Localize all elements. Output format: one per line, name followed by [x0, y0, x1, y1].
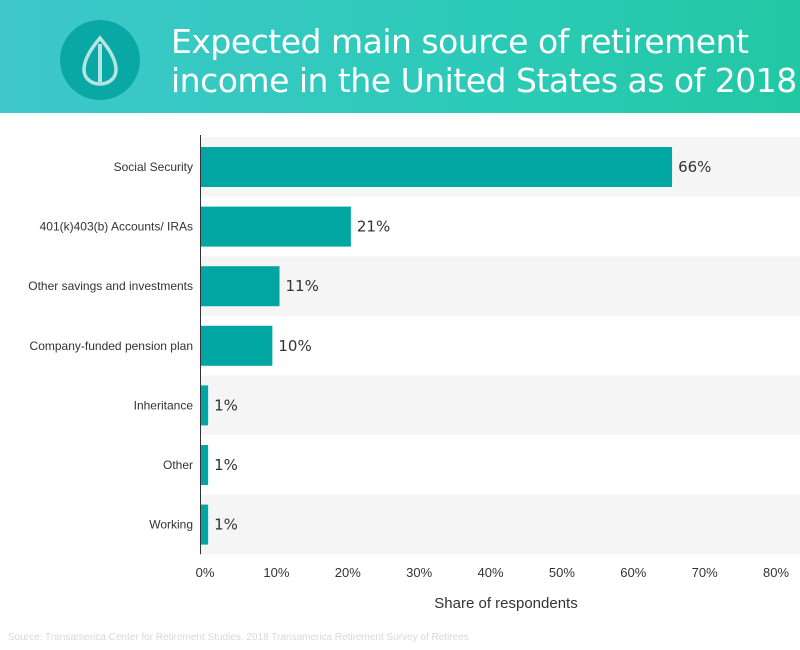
bar [201, 266, 280, 307]
data-label: 1% [214, 456, 238, 474]
data-label: 10% [278, 337, 311, 355]
row-band [201, 494, 800, 555]
data-label: 11% [286, 277, 319, 295]
bar [201, 504, 209, 545]
leaf-drop-icon [60, 20, 140, 100]
x-tick-label: 70% [692, 565, 718, 580]
bar [201, 325, 273, 366]
row-band [201, 256, 800, 316]
x-tick-label: 10% [263, 565, 289, 580]
source-note: Source: Transamerica Center for Retireme… [8, 632, 469, 643]
bar [201, 445, 209, 485]
title-line-1: Expected main source of retirement [171, 22, 749, 61]
bar [201, 147, 673, 187]
title-line-2: income in the United States as of 2018 [171, 61, 797, 100]
category-label: Company-funded pension plan [30, 339, 193, 353]
x-tick-label: 80% [763, 565, 789, 580]
category-label: Other [163, 458, 193, 472]
data-label: 1% [214, 396, 238, 414]
x-axis-title: Share of respondents [434, 595, 577, 612]
category-label: Inheritance [134, 398, 194, 412]
category-label: 401(k)403(b) Accounts/ IRAs [40, 220, 193, 234]
data-label: 66% [678, 158, 711, 176]
chart-title: Expected main source of retirement incom… [171, 22, 797, 100]
category-label: Working [149, 518, 193, 532]
data-label: 1% [214, 516, 238, 534]
category-label: Other savings and investments [28, 279, 193, 293]
x-tick-label: 20% [335, 565, 361, 580]
x-tick-label: 30% [406, 565, 432, 580]
x-tick-label: 50% [549, 565, 575, 580]
bar [201, 206, 351, 247]
bar-chart: Social Security 66% 401(k)403(b) Accounts/… [28, 135, 800, 612]
data-label: 21% [357, 218, 390, 236]
row-band [201, 375, 800, 435]
x-tick-label: 0% [196, 565, 215, 580]
x-tick-label: 40% [477, 565, 503, 580]
x-tick-label: 60% [620, 565, 646, 580]
category-label: Social Security [114, 160, 193, 174]
header-banner: Expected main source of retirement incom… [0, 0, 800, 113]
bar [201, 385, 209, 426]
